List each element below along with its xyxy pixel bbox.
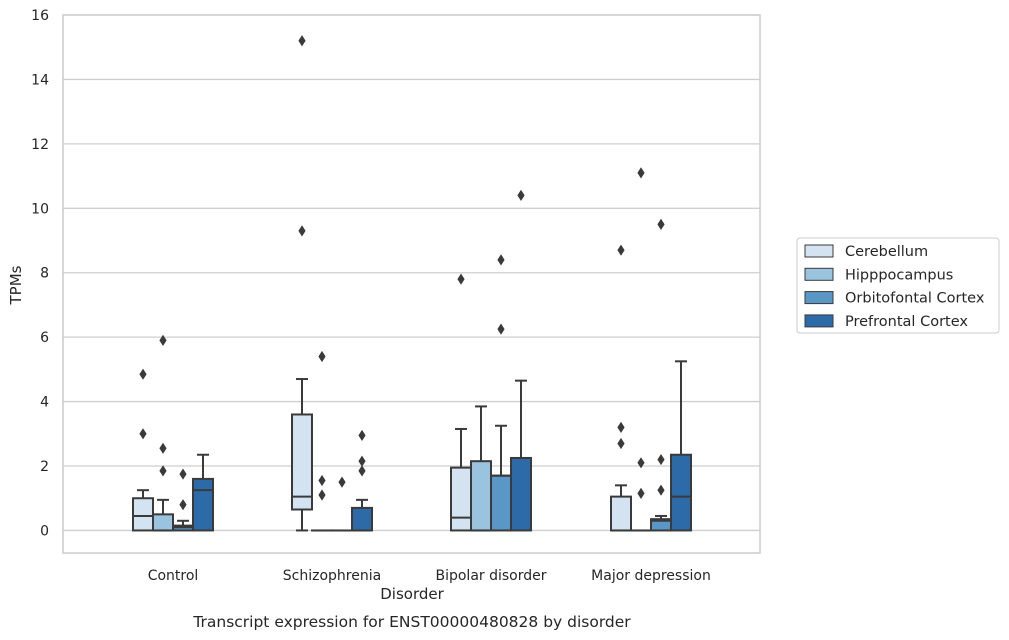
y-tick-label: 0 xyxy=(40,523,49,539)
chart-caption: Transcript expression for ENST0000048082… xyxy=(192,613,631,631)
y-tick-label: 16 xyxy=(31,8,49,24)
box-iqr xyxy=(490,474,512,532)
outlier-point xyxy=(298,35,306,47)
y-tick-label: 6 xyxy=(40,330,49,346)
box-iqr xyxy=(152,513,174,532)
x-axis-label: Disorder xyxy=(380,585,444,603)
box-iqr xyxy=(470,460,492,532)
box-hipppocampus xyxy=(630,167,652,532)
outlier-point xyxy=(318,474,326,487)
box-prefrontal-cortex xyxy=(510,189,532,532)
outlier-point xyxy=(457,273,465,285)
y-axis-label: TPMs xyxy=(7,265,25,305)
box-cerebellum xyxy=(291,35,313,532)
legend: Cerebellum Hipppocampus Orbitofontal Corte… xyxy=(796,237,1000,334)
y-tick-label: 10 xyxy=(31,201,49,217)
outlier-point xyxy=(179,468,187,480)
y-tick-label: 14 xyxy=(31,72,49,88)
x-tick-labels: Control Schizophrenia Bipolar disorder Majo… xyxy=(148,568,711,584)
outlier-point xyxy=(497,323,505,335)
outlier-point xyxy=(657,218,665,231)
x-tick-label: Control xyxy=(148,568,199,584)
legend-label: Prefrontal Cortex xyxy=(845,314,968,330)
box-iqr xyxy=(351,506,373,532)
box-iqr xyxy=(192,477,214,532)
legend-frame xyxy=(796,237,1000,334)
outlier-point xyxy=(657,453,665,466)
legend-label: Hipppocampus xyxy=(845,267,953,283)
box-orbitofontal-cortex xyxy=(490,254,512,532)
box-orbitofontal-cortex xyxy=(331,476,353,532)
y-tick-labels: 0 2 4 6 8 10 12 14 16 xyxy=(31,8,49,539)
box-hipppocampus xyxy=(311,350,333,532)
y-tick-label: 2 xyxy=(40,459,49,475)
box-orbitofontal-cortex xyxy=(650,218,672,532)
box-cerebellum xyxy=(450,273,472,532)
box-cerebellum xyxy=(610,244,632,532)
box-hipppocampus xyxy=(152,334,174,532)
outlier-point xyxy=(637,487,645,500)
outlier-point xyxy=(657,484,665,496)
box-prefrontal-cortex xyxy=(192,453,214,532)
y-tick-label: 4 xyxy=(40,395,49,411)
outlier-point xyxy=(358,429,366,442)
outlier-point xyxy=(318,350,326,363)
box-prefrontal-cortex xyxy=(670,360,692,532)
box-prefrontal-cortex xyxy=(351,429,373,532)
outlier-point xyxy=(159,334,167,346)
y-tick-label: 12 xyxy=(31,137,49,153)
outlier-point xyxy=(139,368,147,380)
outlier-point xyxy=(159,442,167,454)
outlier-point xyxy=(617,421,625,433)
legend-label: Cerebellum xyxy=(845,244,928,260)
outlier-point xyxy=(139,428,147,440)
outlier-point xyxy=(497,254,505,266)
outlier-point xyxy=(637,167,645,179)
outlier-point xyxy=(298,225,306,237)
box-orbitofontal-cortex xyxy=(172,468,194,532)
outlier-point xyxy=(617,437,625,450)
x-tick-label: Schizophrenia xyxy=(283,568,381,584)
box-hipppocampus xyxy=(470,405,492,532)
box-iqr xyxy=(450,466,472,532)
legend-swatch xyxy=(804,314,834,328)
outlier-point xyxy=(159,465,167,477)
box-iqr xyxy=(610,495,632,532)
x-tick-label: Major depression xyxy=(591,568,711,584)
legend-swatch xyxy=(804,291,834,305)
legend-label: Orbitofontal Cortex xyxy=(845,291,985,307)
outlier-point xyxy=(617,244,625,256)
y-tick-label: 8 xyxy=(40,266,49,282)
outlier-point xyxy=(358,465,366,477)
x-tick-label: Bipolar disorder xyxy=(435,568,546,584)
box-iqr xyxy=(670,453,692,532)
outlier-point xyxy=(517,189,525,202)
legend-swatch xyxy=(804,244,834,258)
outlier-point xyxy=(318,489,326,501)
plot-frame xyxy=(62,14,761,554)
legend-swatch xyxy=(804,267,834,281)
box-iqr xyxy=(132,497,154,532)
outlier-point xyxy=(637,457,645,469)
data-layer xyxy=(132,35,692,532)
outlier-point xyxy=(338,476,346,488)
box-cerebellum xyxy=(132,368,154,532)
outlier-point xyxy=(179,499,187,511)
box-iqr xyxy=(291,413,313,511)
gridlines xyxy=(63,14,760,532)
box-iqr xyxy=(510,456,532,532)
outlier-point xyxy=(358,455,366,467)
legend-items: Cerebellum Hipppocampus Orbitofontal Corte… xyxy=(804,244,985,330)
